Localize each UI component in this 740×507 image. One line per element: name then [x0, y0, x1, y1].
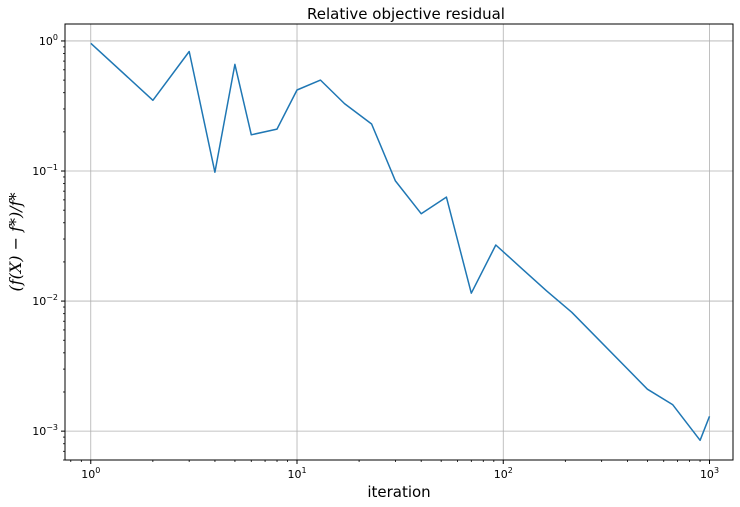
- x-tick-label: 102: [494, 466, 513, 481]
- y-tick-label: 10−1: [32, 163, 58, 178]
- plot-frame: [64, 23, 734, 461]
- x-tick-label: 100: [81, 466, 100, 481]
- y-axis-label: (f(X) − f*)/f*: [6, 192, 25, 291]
- y-tick-label: 10−2: [32, 293, 58, 308]
- x-tick-label: 103: [700, 466, 719, 481]
- x-tick-label: 101: [287, 466, 306, 481]
- grid: [65, 24, 733, 460]
- plot-area: [90, 42, 711, 442]
- series-line: [90, 42, 711, 442]
- x-axis-label: iteration: [367, 483, 430, 501]
- chart-title: Relative objective residual: [307, 5, 505, 23]
- y-tick-label: 10−3: [32, 423, 58, 438]
- y-tick-label: 100: [39, 33, 58, 48]
- axis-ticks: 100 101 102 103 100 10−1 10−2 10−3: [32, 33, 719, 481]
